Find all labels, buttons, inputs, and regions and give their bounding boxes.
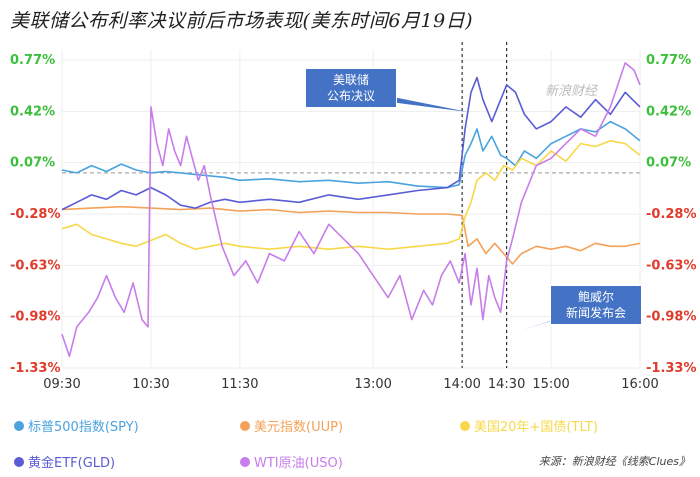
y-tick-label-left: 0.42% [10, 104, 55, 119]
legend-spy: 标普500指数(SPY) [14, 416, 139, 435]
x-tick-label: 11:30 [221, 377, 258, 392]
x-tick-label: 10:30 [132, 377, 169, 392]
legend-dot-uup [240, 420, 250, 431]
y-tick-label-right: 0.07% [646, 156, 691, 171]
watermark: 新浪财经 [545, 84, 598, 99]
legend-dot-tlt [460, 420, 470, 431]
y-tick-label-right: -0.98% [646, 310, 697, 325]
x-tick-label: 14:30 [488, 377, 525, 392]
powell-callout-line1: 鲍威尔 [577, 290, 614, 304]
series-line-2 [61, 139, 641, 250]
legend-dot-spy [14, 420, 24, 431]
legend-label-spy: 标普500指数(SPY) [28, 420, 139, 435]
x-tick-label: 16:00 [621, 377, 658, 392]
legend-label-gld: 黄金ETF(GLD) [28, 456, 116, 471]
legend-label-uso: WTI原油(USO) [254, 456, 343, 471]
x-tick-label: 14:00 [443, 377, 480, 392]
series-line-0 [61, 120, 641, 189]
y-tick-label-right: 0.77% [646, 53, 691, 68]
fomc-callout-line2: 公布决议 [326, 89, 375, 103]
y-tick-label-left: 0.07% [10, 156, 55, 171]
y-tick-label-right: -0.63% [646, 258, 697, 273]
y-tick-label-right: -1.33% [646, 361, 697, 376]
legend-label-tlt: 美国20年+国债(TLT) [474, 420, 598, 435]
y-tick-label-left: -1.33% [10, 361, 61, 376]
legend-label-uup: 美元指数(UUP) [254, 420, 344, 435]
source-note: 来源：新浪财经《线索Clues》 [538, 455, 690, 468]
chart-title: 美联储公布利率决议前后市场表现(美东时间6月19日) [10, 10, 474, 32]
legend-dot-gld [14, 456, 24, 467]
y-tick-label-left: -0.28% [10, 207, 61, 222]
legend-uup: 美元指数(UUP) [240, 416, 343, 435]
series-line-4 [61, 62, 641, 358]
y-tick-label-left: 0.77% [10, 53, 55, 68]
y-tick-label-right: -0.28% [646, 207, 697, 222]
x-tick-label: 13:00 [354, 377, 391, 392]
fomc-callout: 美联储 公布决议 [305, 68, 397, 108]
series-line-1 [61, 205, 641, 265]
fomc-callout-line1: 美联储 [332, 73, 369, 87]
x-tick-label: 09:30 [43, 377, 80, 392]
legend-uso: WTI原油(USO) [240, 452, 343, 471]
y-tick-label-left: -0.63% [10, 258, 61, 273]
y-tick-label-left: -0.98% [10, 310, 61, 325]
legend-dot-uso [240, 456, 250, 467]
powell-callout: 鲍威尔 新闻发布会 [550, 285, 642, 325]
legend-gld: 黄金ETF(GLD) [14, 452, 115, 471]
powell-callout-line2: 新闻发布会 [565, 306, 626, 320]
legend-tlt: 美国20年+国债(TLT) [460, 416, 598, 435]
series-line-3 [61, 76, 641, 211]
fomc-callout-arrow [383, 95, 468, 112]
x-tick-label: 15:00 [532, 377, 569, 392]
y-tick-label-right: 0.42% [646, 104, 691, 119]
